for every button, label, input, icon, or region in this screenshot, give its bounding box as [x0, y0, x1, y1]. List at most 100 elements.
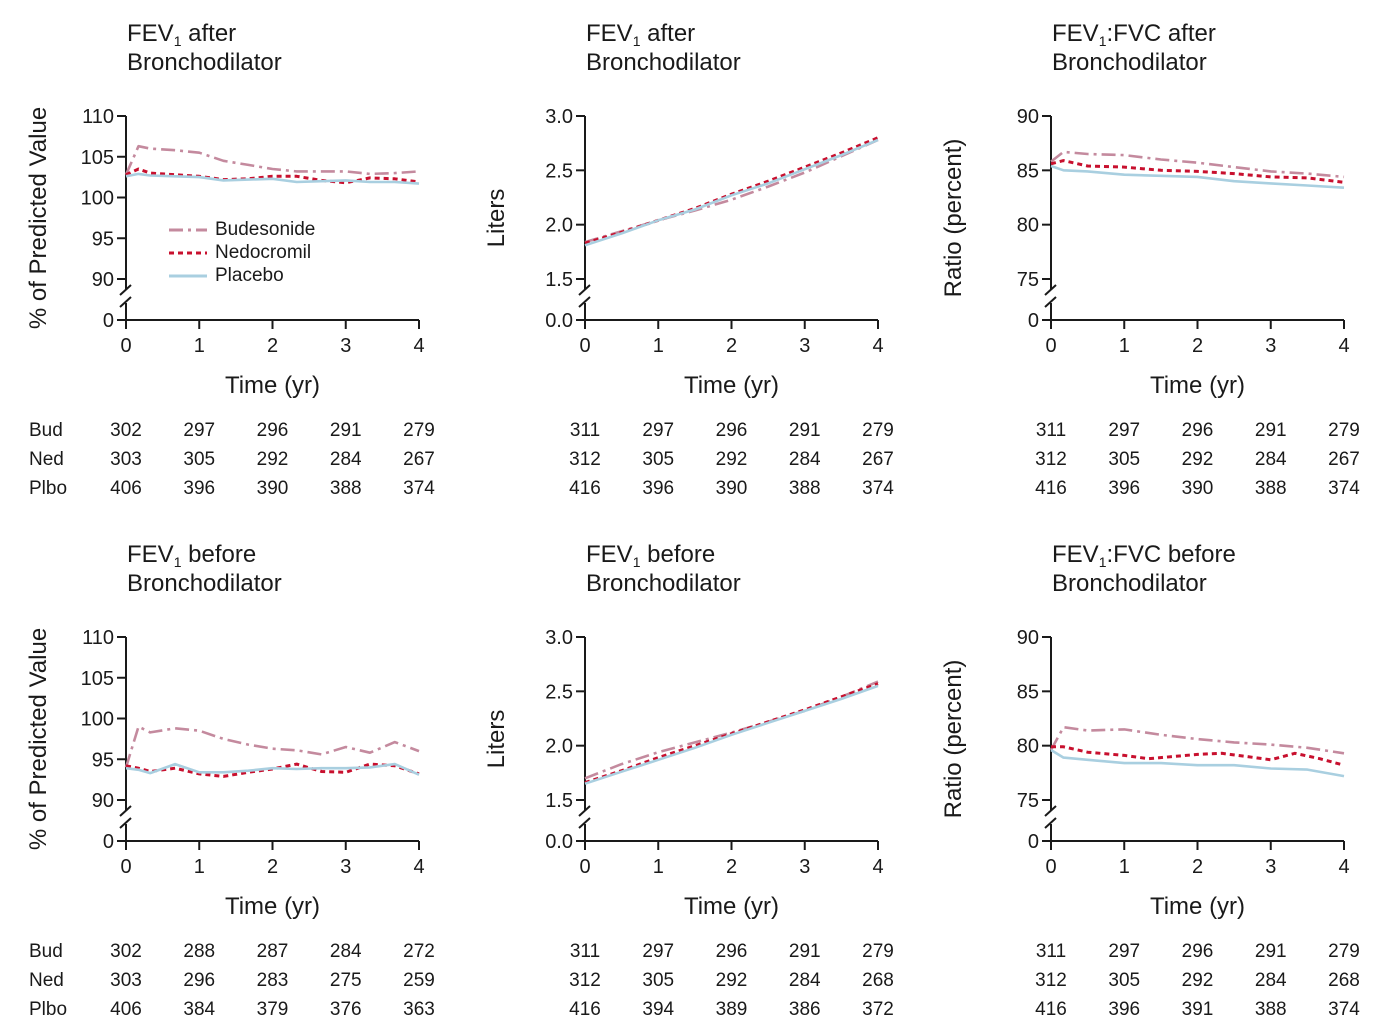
count-value: 268	[1328, 970, 1360, 991]
count-value: 374	[1328, 999, 1360, 1020]
series-line-placebo	[584, 684, 879, 785]
count-value: 374	[1328, 478, 1360, 499]
legend-swatch	[169, 251, 207, 254]
count-value: 305	[1108, 970, 1141, 991]
x-tick-label: 3	[799, 335, 810, 357]
y-tick-label: 80	[1017, 215, 1039, 237]
y-axis-title: Ratio (percent)	[940, 659, 967, 819]
count-value: 291	[329, 420, 362, 441]
axis-break-mark	[1044, 296, 1057, 308]
x-tick-label: 0	[579, 856, 590, 878]
count-value: 389	[715, 999, 748, 1020]
count-value: 259	[403, 970, 435, 991]
count-value: 297	[1108, 420, 1141, 441]
title-text: :FVC after	[1106, 20, 1216, 47]
count-value: 303	[110, 970, 142, 991]
y-tick-label: 105	[81, 668, 114, 690]
y-tick-label: 80	[1017, 736, 1039, 758]
legend-swatch	[169, 274, 207, 277]
y-tick-label: 0.0	[545, 310, 573, 332]
axis-break-mark	[119, 296, 132, 308]
title-subscript: 1	[1098, 33, 1107, 49]
count-value: 390	[1181, 478, 1214, 499]
y-tick-label: 90	[1017, 106, 1039, 128]
legend-label: Nedocromil	[215, 241, 312, 263]
count-row-label: Bud	[29, 941, 63, 962]
count-value: 284	[1254, 970, 1287, 991]
y-tick-label: 0.0	[545, 831, 573, 853]
axis-break-mark	[1044, 817, 1057, 829]
count-value: 406	[110, 478, 142, 499]
title-text: FEV	[127, 541, 174, 568]
x-tick-label: 4	[872, 335, 883, 357]
count-value: 416	[569, 478, 601, 499]
count-value: 416	[1035, 999, 1067, 1020]
title-line-2: Bronchodilator	[1052, 49, 1207, 76]
count-value: 279	[1328, 420, 1360, 441]
count-value: 311	[1035, 941, 1067, 962]
panel-title: FEV1 after Bronchodilator	[586, 19, 741, 77]
y-tick-label: 0	[1028, 831, 1039, 853]
title-subscript: 1	[1098, 554, 1107, 570]
count-value: 297	[183, 420, 216, 441]
count-value: 267	[1328, 449, 1360, 470]
count-value: 374	[862, 478, 894, 499]
count-value: 296	[256, 420, 289, 441]
x-axis-title: Time (yr)	[683, 893, 780, 920]
title-line-1: FEV1 after	[586, 19, 741, 48]
title-subscript: 1	[632, 33, 641, 49]
title-text: before	[640, 541, 716, 568]
title-text: FEV	[1052, 20, 1099, 47]
count-value: 305	[642, 970, 675, 991]
x-tick-label: 4	[413, 335, 424, 357]
x-tick-label: 4	[1338, 856, 1349, 878]
count-value: 394	[642, 999, 675, 1020]
axis-break-mark	[119, 805, 132, 817]
legend: Budesonide Nedocromil Placebo	[169, 218, 315, 287]
count-value: 384	[183, 999, 216, 1020]
axis-break-mark	[119, 284, 132, 296]
legend-label: Budesonide	[215, 218, 316, 240]
title-text: before	[181, 541, 257, 568]
count-value: 312	[569, 449, 601, 470]
x-tick-label: 3	[1265, 335, 1276, 357]
count-value: 279	[862, 941, 894, 962]
series-line-budesonide	[124, 725, 420, 768]
series-line-budesonide	[1050, 150, 1345, 179]
count-value: 296	[183, 970, 216, 991]
count-value: 311	[1035, 420, 1067, 441]
title-text: after	[181, 20, 237, 47]
count-value: 302	[110, 941, 142, 962]
x-tick-label: 2	[726, 856, 737, 878]
count-value: 388	[1254, 999, 1287, 1020]
panel-title: FEV1 after Bronchodilator	[127, 19, 282, 77]
count-value: 279	[1328, 941, 1360, 962]
count-value: 386	[788, 999, 821, 1020]
count-value: 284	[788, 449, 821, 470]
y-tick-label: 90	[92, 269, 114, 291]
axis-break-mark	[578, 817, 591, 829]
count-value: 372	[862, 999, 894, 1020]
count-value: 388	[329, 478, 362, 499]
x-tick-label: 3	[340, 856, 351, 878]
count-value: 390	[715, 478, 748, 499]
title-text: :FVC before	[1106, 541, 1236, 568]
count-value: 272	[403, 941, 435, 962]
title-line-2: Bronchodilator	[127, 49, 282, 76]
y-tick-label: 100	[81, 709, 114, 731]
x-tick-label: 1	[194, 856, 205, 878]
count-value: 416	[1035, 478, 1067, 499]
panel-title: FEV1:FVC after Bronchodilator	[1052, 19, 1216, 77]
x-axis-title: Time (yr)	[224, 372, 321, 399]
panel-title: FEV1:FVC before Bronchodilator	[1052, 540, 1236, 598]
series-line-placebo	[584, 138, 879, 247]
count-row-label: Plbo	[29, 999, 68, 1020]
y-tick-label: 110	[82, 627, 114, 649]
count-value: 374	[403, 478, 435, 499]
x-axis-title: Time (yr)	[683, 372, 780, 399]
legend-swatch	[169, 228, 207, 231]
x-tick-label: 1	[1119, 335, 1130, 357]
series-line-budesonide	[124, 144, 420, 176]
title-line-1: FEV1 before	[586, 540, 741, 569]
